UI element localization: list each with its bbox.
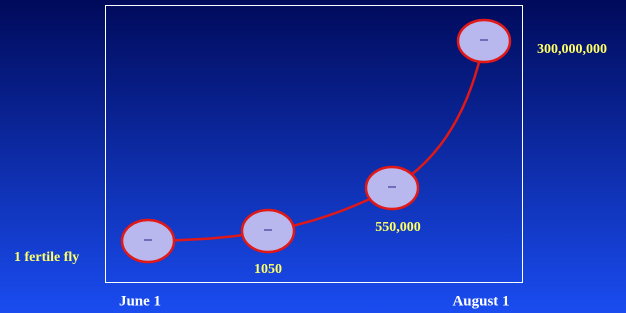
page: 1 fertile fly 1050 550,000 300,000,000 J… (0, 0, 626, 313)
x-label: June 1 (119, 293, 161, 309)
background (0, 0, 626, 313)
node-label: 550,000 (375, 220, 421, 235)
node-label: 1 fertile fly (14, 250, 79, 265)
slide: 1 fertile fly 1050 550,000 300,000,000 J… (0, 0, 626, 313)
node (366, 167, 418, 209)
node (122, 220, 174, 262)
x-label: August 1 (452, 293, 509, 309)
node-label: 300,000,000 (537, 42, 607, 57)
node (242, 210, 294, 252)
node (458, 20, 510, 62)
node-label: 1050 (254, 262, 282, 277)
